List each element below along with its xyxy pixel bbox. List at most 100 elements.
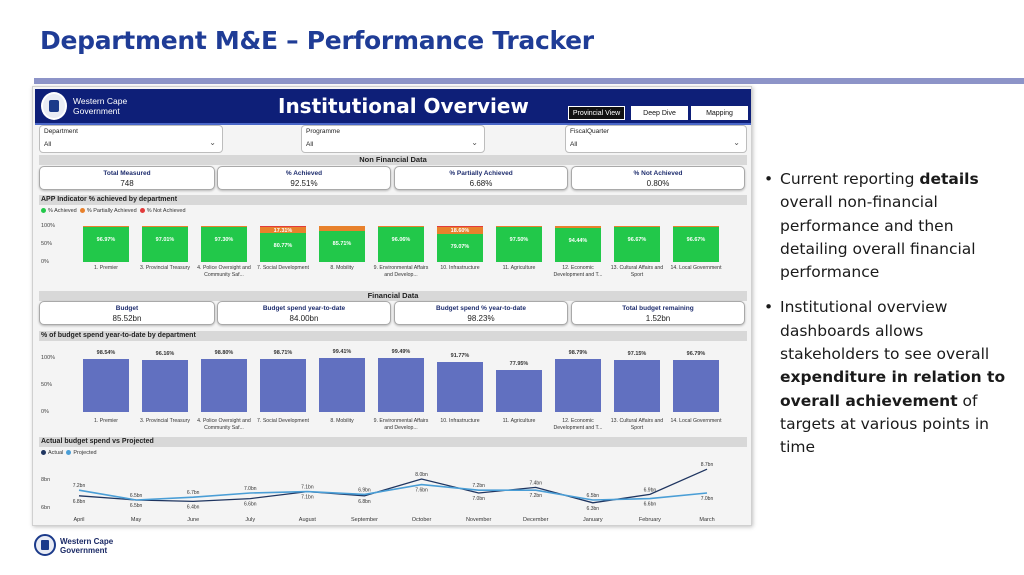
data-label: 97.50% bbox=[509, 236, 529, 243]
y-tick-label: 100% bbox=[41, 223, 56, 229]
dashboard-title: Institutional Overview bbox=[278, 94, 529, 118]
budget-bar bbox=[201, 358, 247, 412]
data-label: 7.0bn bbox=[244, 486, 257, 492]
x-tick-label: 8. Mobility bbox=[330, 265, 354, 271]
logo-text: Western Cape Government bbox=[73, 96, 128, 116]
data-label: 98.54% bbox=[96, 349, 116, 356]
legend-achieved: % Achieved bbox=[48, 208, 77, 214]
chevron-down-icon: ⌄ bbox=[733, 138, 740, 147]
slicer-value: All bbox=[570, 141, 578, 148]
line-legend: Actual Projected bbox=[41, 450, 97, 456]
achieved-bar bbox=[673, 227, 719, 262]
not-achieved-bar bbox=[437, 226, 483, 227]
data-label: 7.2bn bbox=[529, 493, 542, 499]
deep-dive-button[interactable]: Deep Dive bbox=[631, 106, 688, 120]
kpi-label: Budget spend year-to-date bbox=[262, 305, 346, 312]
budget-chart-title: % of budget spend year-to-date by depart… bbox=[39, 331, 747, 341]
actual-vs-projected-line-chart: 8bn 6bn 6.8bn 6.5bn 6.4bn 6.6bn 7.1bn 6.8bn 8.0b… bbox=[41, 462, 715, 523]
kpi-achieved: % Achieved 92.51% bbox=[217, 166, 391, 190]
achievement-legend: % Achieved % Partially Achieved % Not Ac… bbox=[41, 208, 186, 214]
x-tick-label: 1. Premier bbox=[94, 265, 118, 271]
budget-bar bbox=[555, 358, 601, 412]
bullet-dot-icon: • bbox=[764, 298, 774, 317]
x-tick-label: 4. Police Oversight and Community Saf... bbox=[197, 418, 251, 431]
data-label: 96.06% bbox=[391, 237, 411, 244]
partially-achieved-bar bbox=[319, 226, 365, 232]
provincial-view-button[interactable]: Provincial View bbox=[568, 106, 625, 120]
data-label: 6.4bn bbox=[187, 504, 200, 510]
budget-bar bbox=[83, 358, 129, 412]
data-label: 7.0bn bbox=[701, 496, 714, 502]
bullet-dot-icon: • bbox=[764, 170, 774, 188]
data-label: 6.8bn bbox=[358, 499, 371, 505]
legend-partial: % Partially Achieved bbox=[86, 208, 137, 214]
footer-logo-text: Western Cape Government bbox=[60, 537, 114, 555]
achieved-bar bbox=[260, 232, 306, 262]
budget-bar bbox=[260, 358, 306, 412]
data-label: 8.0bn bbox=[415, 472, 428, 478]
x-tick-label: October bbox=[412, 517, 432, 523]
slicer-label: Programme bbox=[306, 128, 340, 135]
achieved-bar bbox=[83, 227, 129, 262]
programme-slicer[interactable]: Programme All ⌄ bbox=[301, 125, 485, 153]
kpi-label: % Not Achieved bbox=[633, 170, 683, 177]
data-label: 7.2bn bbox=[73, 483, 86, 489]
partially-achieved-bar bbox=[201, 226, 247, 227]
data-label: 94.44% bbox=[568, 238, 588, 244]
partially-achieved-bar bbox=[437, 226, 483, 234]
line-chart-title: Actual budget spend vs Projected bbox=[39, 437, 747, 447]
data-label: 80.77% bbox=[273, 242, 293, 249]
achieved-bar bbox=[614, 227, 660, 262]
title-rule bbox=[34, 78, 1024, 84]
data-label: 97.15% bbox=[627, 350, 647, 357]
fiscal-quarter-slicer[interactable]: FiscalQuarter All ⌄ bbox=[565, 125, 747, 153]
data-label: 7.2bn bbox=[472, 483, 485, 489]
dashboard-header: Western Cape Government Institutional Ove… bbox=[35, 89, 751, 125]
x-tick-label: 13. Cultural Affairs and Sport bbox=[610, 265, 664, 278]
kpi-value: 6.68% bbox=[469, 179, 493, 188]
kpi-label: % Achieved bbox=[285, 170, 323, 177]
partially-achieved-bar bbox=[496, 226, 542, 227]
kpi-label: Budget bbox=[115, 305, 139, 312]
kpi-label: Total Measured bbox=[103, 170, 151, 177]
legend-not-achieved: % Not Achieved bbox=[146, 208, 186, 214]
data-label: 6.6bn bbox=[644, 502, 657, 508]
achieved-bar bbox=[142, 227, 188, 262]
department-slicer[interactable]: Department All ⌄ bbox=[39, 125, 223, 153]
x-tick-label: 14. Local Government bbox=[670, 418, 722, 424]
data-label: 96.67% bbox=[686, 237, 706, 244]
legend-achieved-swatch bbox=[41, 208, 46, 214]
x-tick-label: 11. Agriculture bbox=[502, 418, 536, 424]
legend-projected-swatch bbox=[66, 450, 72, 456]
x-tick-label: 4. Police Oversight and Community Saf... bbox=[197, 265, 251, 278]
data-label: 97.01% bbox=[155, 237, 175, 244]
kpi-value: 92.51% bbox=[290, 179, 318, 188]
data-label: 7.1bn bbox=[301, 485, 314, 491]
y-tick-label: 50% bbox=[41, 241, 53, 247]
data-label: 6.3bn bbox=[587, 506, 600, 512]
kpi-label: % Partially Achieved bbox=[449, 170, 513, 177]
slicer-label: FiscalQuarter bbox=[570, 128, 610, 135]
partial-data-label: 17.31% bbox=[273, 227, 293, 234]
bullet-text: Institutional overview dashboards allows… bbox=[780, 298, 1006, 457]
partial-data-label: 18.60% bbox=[450, 227, 470, 234]
x-tick-label: 8. Mobility bbox=[330, 418, 354, 424]
partially-achieved-bar bbox=[260, 226, 306, 233]
partially-achieved-bar bbox=[378, 226, 424, 228]
dashboard-screenshot: Western Cape Government Institutional Ove… bbox=[32, 86, 752, 526]
partially-achieved-bar bbox=[673, 226, 719, 228]
data-label: 79.07% bbox=[450, 243, 470, 250]
data-label: 99.49% bbox=[391, 349, 411, 356]
legend-actual: Actual bbox=[48, 450, 64, 456]
achieved-bar bbox=[437, 233, 483, 262]
x-tick-label: 9. Environmental Affairs and Develop... bbox=[373, 418, 429, 431]
y-tick-label: 8bn bbox=[41, 477, 50, 483]
kpi-label: Total budget remaining bbox=[622, 305, 694, 312]
mapping-button[interactable]: Mapping bbox=[691, 106, 748, 120]
bullet-list: • Current reporting details overall non-… bbox=[764, 168, 1014, 472]
data-label: 7.6bn bbox=[415, 488, 428, 494]
data-label: 96.67% bbox=[627, 237, 647, 244]
kpi-value: 84.00bn bbox=[289, 314, 319, 323]
data-label: 6.6bn bbox=[244, 502, 257, 508]
x-tick-label: 10. Infrastructure bbox=[440, 418, 480, 424]
